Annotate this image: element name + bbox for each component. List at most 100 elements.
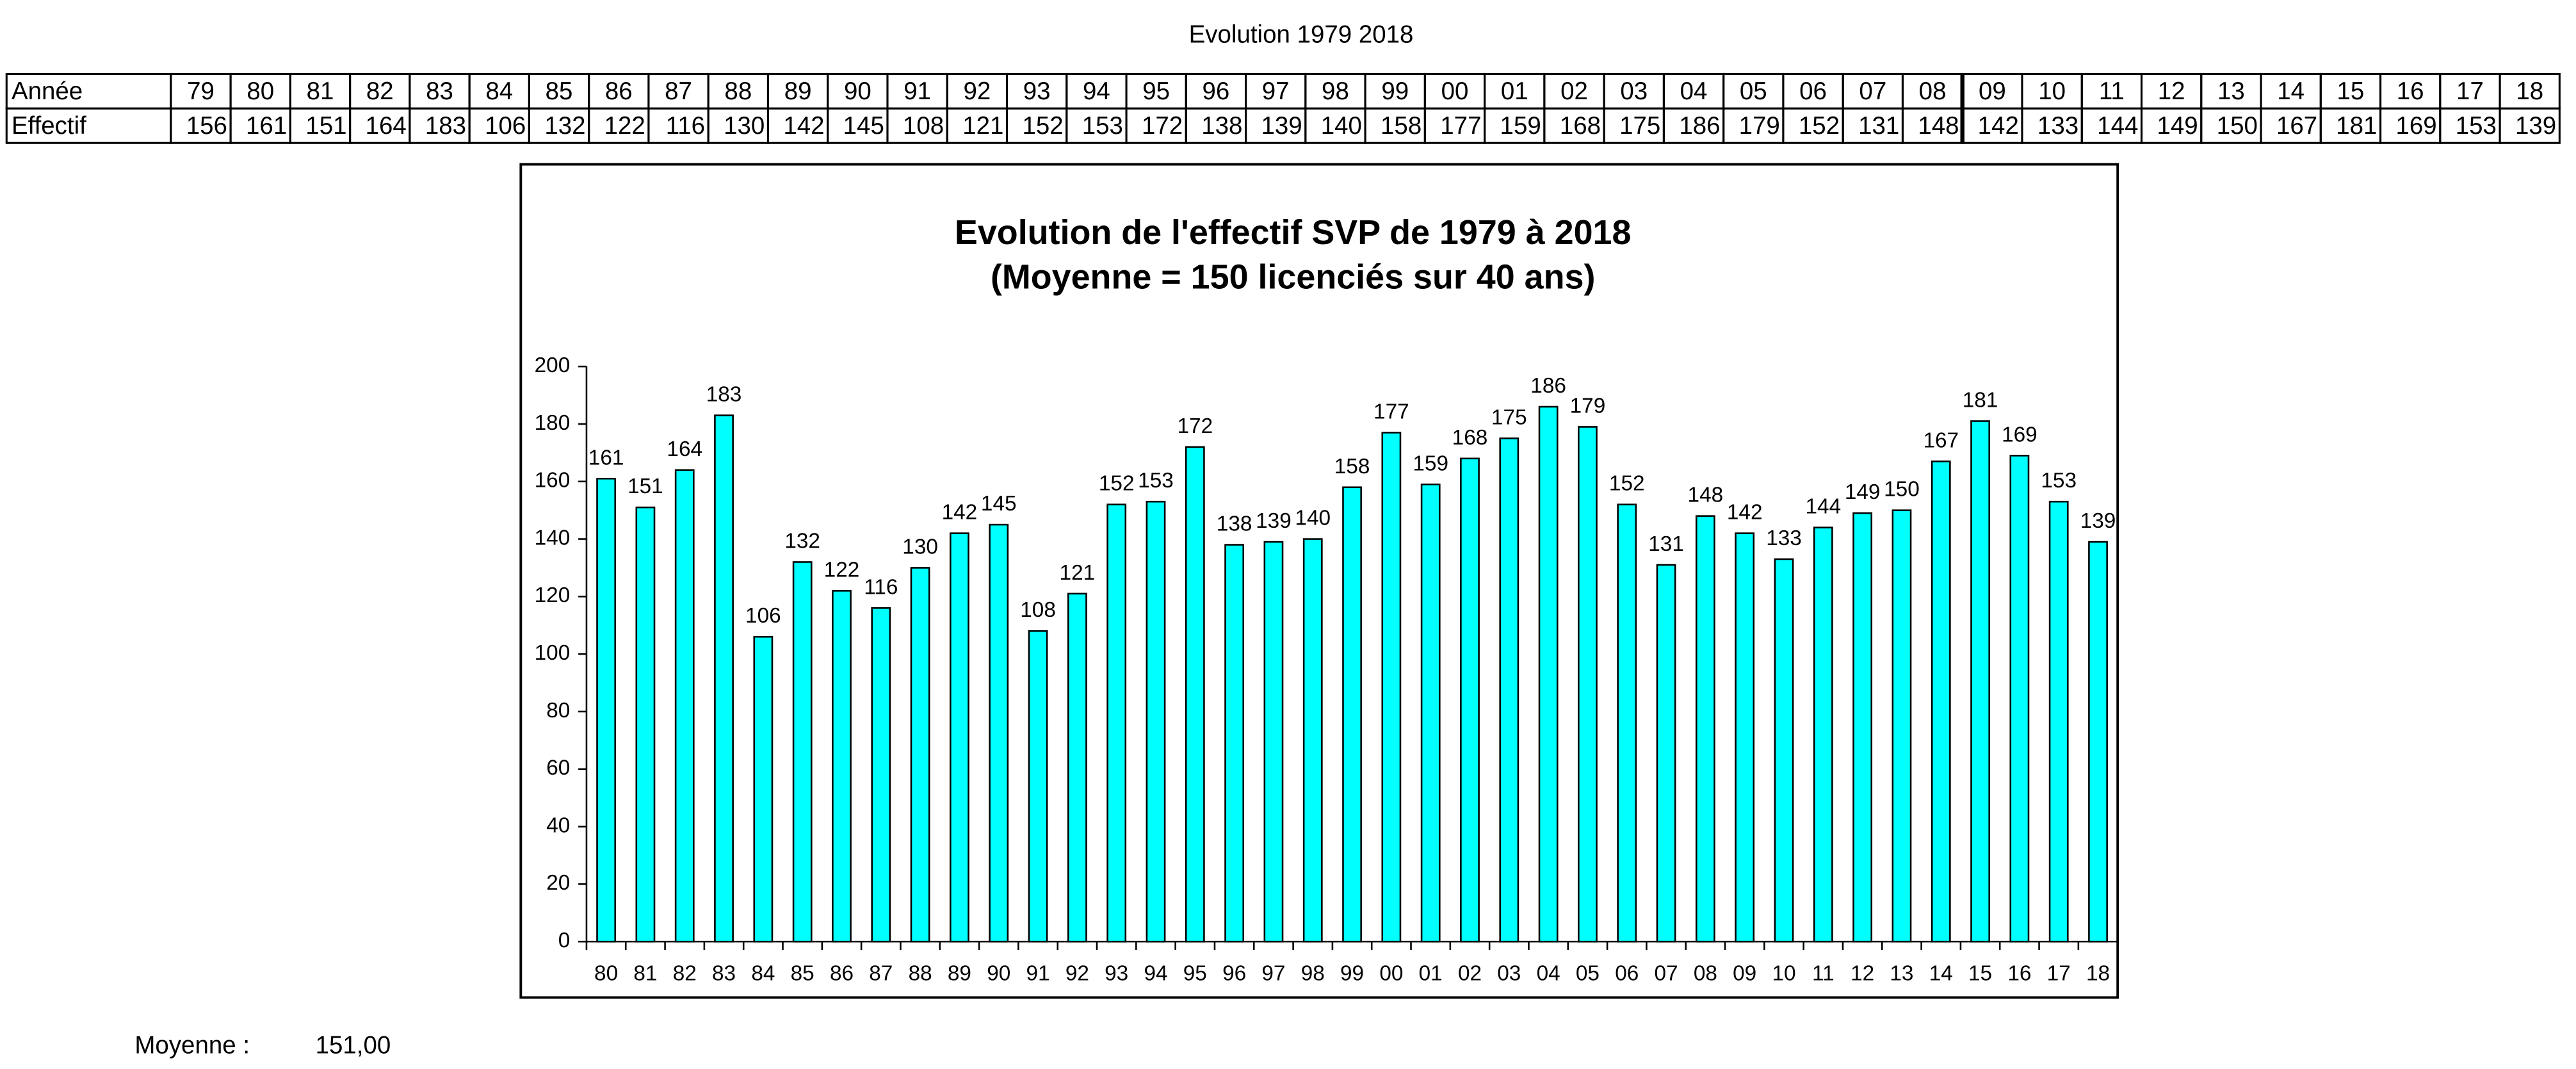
- bar: [1656, 564, 1676, 943]
- table-value: 81: [307, 78, 334, 105]
- table-value: 93: [1023, 78, 1051, 105]
- table-value: 133: [2037, 112, 2078, 140]
- value-label: 138: [1217, 512, 1252, 536]
- table-value: 186: [1679, 112, 1720, 140]
- table-value: 89: [784, 78, 812, 105]
- x-tick-label: 94: [1144, 961, 1167, 985]
- table-value: 83: [426, 78, 453, 105]
- table-value: 152: [1022, 112, 1063, 140]
- bar: [635, 506, 656, 943]
- bar: [1224, 544, 1245, 943]
- table-value: 169: [2395, 112, 2436, 140]
- chart-subtitle: (Moyenne = 150 licenciés sur 40 ans): [991, 257, 1596, 296]
- bar: [714, 414, 734, 943]
- x-tick-label: 16: [2007, 961, 2031, 985]
- table-value: 08: [1919, 78, 1947, 105]
- value-label: 150: [1884, 478, 1920, 502]
- table-value: 90: [844, 78, 871, 105]
- table-value: 14: [2277, 78, 2305, 105]
- bar: [1970, 420, 1990, 943]
- x-tick-label: 95: [1183, 961, 1207, 985]
- x-tick-label: 10: [1772, 961, 1795, 985]
- x-tick-label: 00: [1379, 961, 1403, 985]
- table-value: 09: [1979, 78, 2006, 105]
- value-label: 152: [1099, 472, 1135, 496]
- table-value: 97: [1262, 78, 1290, 105]
- value-label: 164: [667, 437, 702, 461]
- bar: [1106, 503, 1127, 943]
- y-tick-label: 0: [558, 929, 571, 952]
- table-value: 98: [1322, 78, 1349, 105]
- bar: [1852, 512, 1873, 943]
- table-value: 153: [2456, 112, 2497, 140]
- chart-frame: [519, 163, 2119, 999]
- table-value: 79: [187, 78, 215, 105]
- bar: [792, 561, 813, 943]
- bar: [832, 590, 852, 943]
- value-label: 142: [1727, 501, 1763, 525]
- table-value: 179: [1739, 112, 1780, 140]
- y-tick-label: 40: [546, 813, 570, 837]
- x-tick-label: 13: [1890, 961, 1913, 985]
- table-value: 152: [1799, 112, 1840, 140]
- x-tick-label: 14: [1929, 961, 1953, 985]
- bar: [1420, 483, 1441, 943]
- bar: [1578, 426, 1598, 943]
- table-value: 144: [2097, 112, 2138, 140]
- table-value: 96: [1203, 78, 1230, 105]
- x-tick-label: 85: [791, 961, 814, 985]
- table-value: 80: [247, 78, 274, 105]
- x-tick-label: 03: [1497, 961, 1521, 985]
- bar: [596, 477, 617, 943]
- value-label: 106: [745, 604, 781, 628]
- bar: [2088, 541, 2108, 943]
- bar: [1499, 437, 1519, 943]
- x-tick-label: 87: [869, 961, 893, 985]
- value-label: 158: [1334, 455, 1370, 478]
- bar: [2048, 500, 2069, 943]
- table-value: 02: [1560, 78, 1588, 105]
- value-label: 140: [1295, 507, 1331, 530]
- table-value: 10: [2038, 78, 2066, 105]
- value-label: 139: [2080, 509, 2116, 533]
- bar: [1460, 457, 1480, 943]
- table-value: 92: [963, 78, 991, 105]
- table-value: 156: [186, 112, 227, 140]
- value-label: 130: [902, 535, 938, 559]
- x-tick-label: 84: [751, 961, 775, 985]
- table-value: 87: [665, 78, 692, 105]
- bar: [2009, 455, 2030, 943]
- value-label: 161: [588, 446, 624, 469]
- table-value: 172: [1142, 112, 1183, 140]
- x-tick-label: 99: [1340, 961, 1364, 985]
- table-value: 86: [605, 78, 633, 105]
- table-value: 150: [2217, 112, 2258, 140]
- table-value: 95: [1142, 78, 1170, 105]
- table-value: 15: [2337, 78, 2365, 105]
- table-value: 12: [2158, 78, 2185, 105]
- table-value: 03: [1620, 78, 1648, 105]
- table-value: 00: [1441, 78, 1469, 105]
- bar: [1302, 538, 1323, 943]
- value-label: 153: [1138, 469, 1174, 493]
- table-value: 91: [903, 78, 931, 105]
- value-label: 148: [1688, 484, 1724, 507]
- y-tick-label: 160: [535, 469, 571, 493]
- bar: [910, 567, 930, 943]
- y-tick-label: 200: [535, 354, 571, 377]
- value-label: 168: [1452, 426, 1488, 450]
- bar: [1735, 532, 1755, 943]
- y-tick-label: 180: [535, 411, 571, 435]
- x-tick-label: 08: [1694, 961, 1717, 985]
- bar: [1891, 509, 1912, 943]
- page-title: Evolution 1979 2018: [1189, 21, 1414, 49]
- bar: [753, 635, 774, 943]
- table-value: 84: [485, 78, 513, 105]
- x-tick-label: 91: [1026, 961, 1050, 985]
- table-value: 01: [1501, 78, 1528, 105]
- y-tick-label: 60: [546, 756, 570, 780]
- table-value: 04: [1680, 78, 1708, 105]
- x-tick-label: 81: [633, 961, 657, 985]
- table-value: 108: [903, 112, 944, 140]
